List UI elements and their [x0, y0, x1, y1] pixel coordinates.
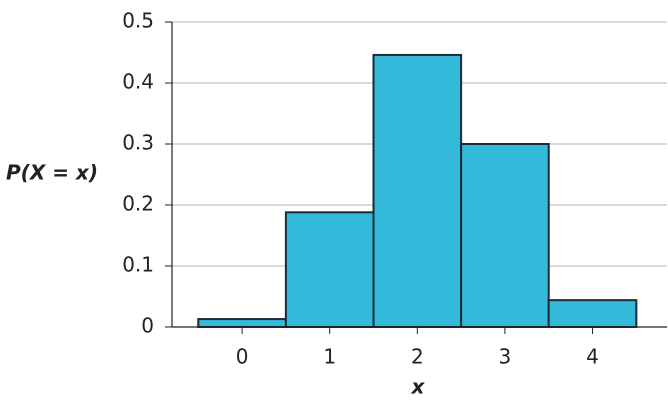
- bar: [372, 53, 463, 328]
- bar: [284, 211, 375, 329]
- x-tick-label: 2: [411, 345, 424, 369]
- x-axis-title: x: [411, 375, 426, 399]
- x-tick-label: 1: [323, 345, 336, 369]
- y-tick-label: 0.2: [122, 192, 154, 216]
- bar: [460, 143, 550, 328]
- x-tick-label: 0: [236, 345, 249, 369]
- y-tick-label: 0.5: [122, 9, 154, 33]
- x-tick-label: 3: [499, 345, 512, 369]
- y-tick-label: 0.1: [122, 253, 154, 277]
- bar: [197, 318, 287, 329]
- y-tick-label: 0.4: [122, 70, 154, 94]
- bar: [547, 299, 638, 329]
- y-tick-label: 0: [141, 314, 154, 338]
- y-tick-label: 0.3: [122, 131, 154, 155]
- x-tick-label: 4: [586, 345, 599, 369]
- y-axis-title: P(X = x): [6, 161, 98, 185]
